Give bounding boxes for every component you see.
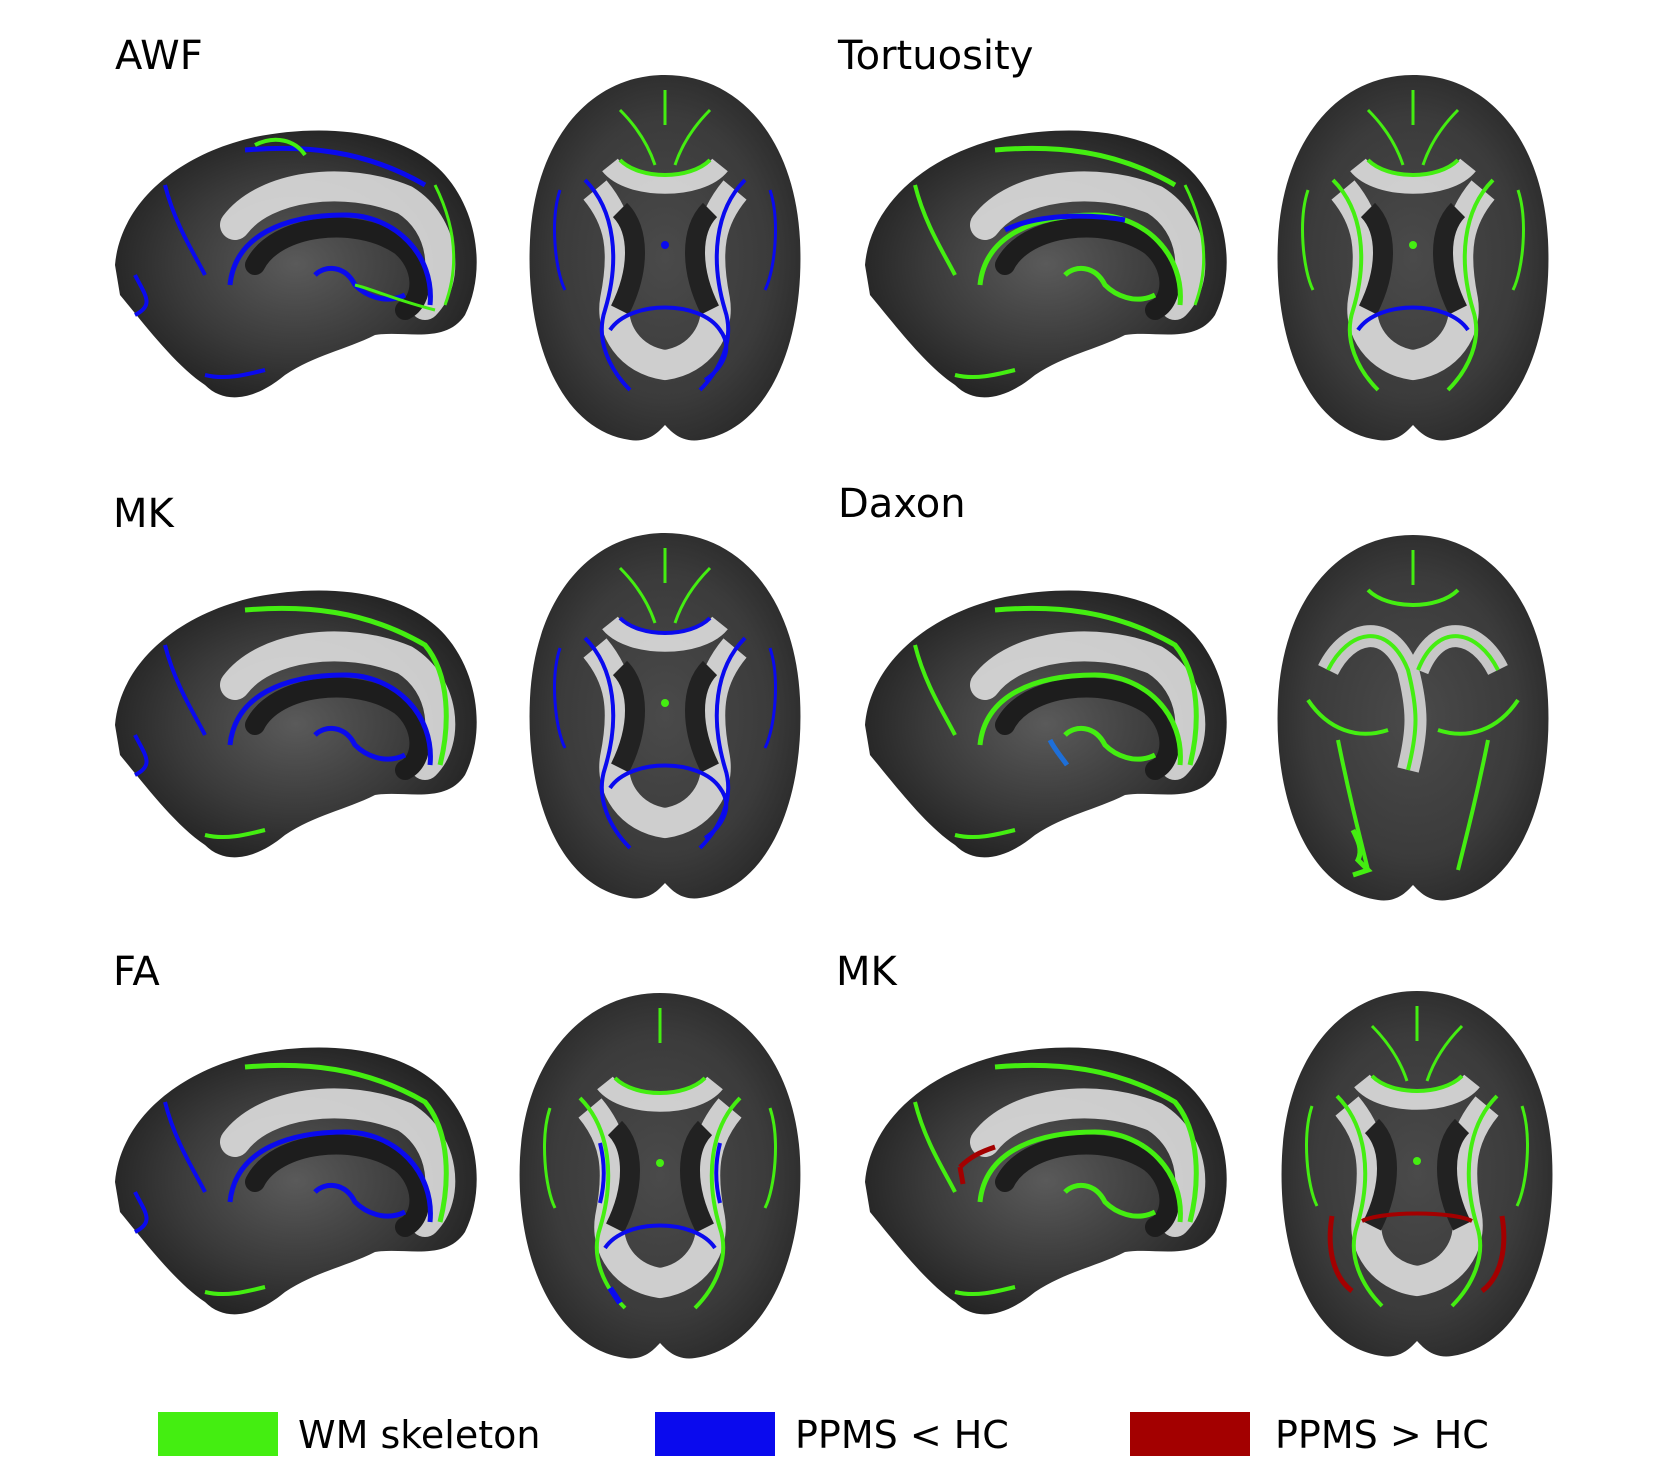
panel-label-mk-left: MK	[113, 491, 174, 537]
panel-label-fa: FA	[113, 949, 160, 995]
sagittal-brain-mk-left	[115, 590, 477, 858]
sagittal-brain-mk-right	[865, 1047, 1227, 1315]
sagittal-brain-fa	[115, 1047, 477, 1315]
axial-brain-tortuosity	[1277, 75, 1549, 441]
sagittal-brain-awf	[115, 130, 477, 398]
legend-swatch-wm-skeleton	[158, 1412, 278, 1456]
panel-label-daxon: Daxon	[838, 481, 966, 527]
axial-brain-awf	[529, 75, 801, 441]
legend-label-wm-skeleton: WM skeleton	[298, 1413, 541, 1457]
sagittal-brain-tortuosity	[865, 130, 1227, 398]
panel-label-awf: AWF	[115, 33, 203, 79]
panel-label-tortuosity: Tortuosity	[838, 33, 1034, 79]
legend-label-ppms-greater: PPMS > HC	[1275, 1413, 1489, 1457]
sagittal-brain-daxon	[865, 590, 1227, 858]
axial-brain-daxon	[1277, 535, 1549, 901]
panel-label-mk-right: MK	[836, 949, 897, 995]
legend-swatch-ppms-greater	[1130, 1412, 1250, 1456]
axial-brain-mk-right	[1281, 991, 1553, 1357]
axial-brain-fa	[519, 993, 801, 1359]
axial-brain-mk-left	[529, 533, 801, 899]
legend-label-ppms-less: PPMS < HC	[795, 1413, 1009, 1457]
legend-swatch-ppms-less	[655, 1412, 775, 1456]
